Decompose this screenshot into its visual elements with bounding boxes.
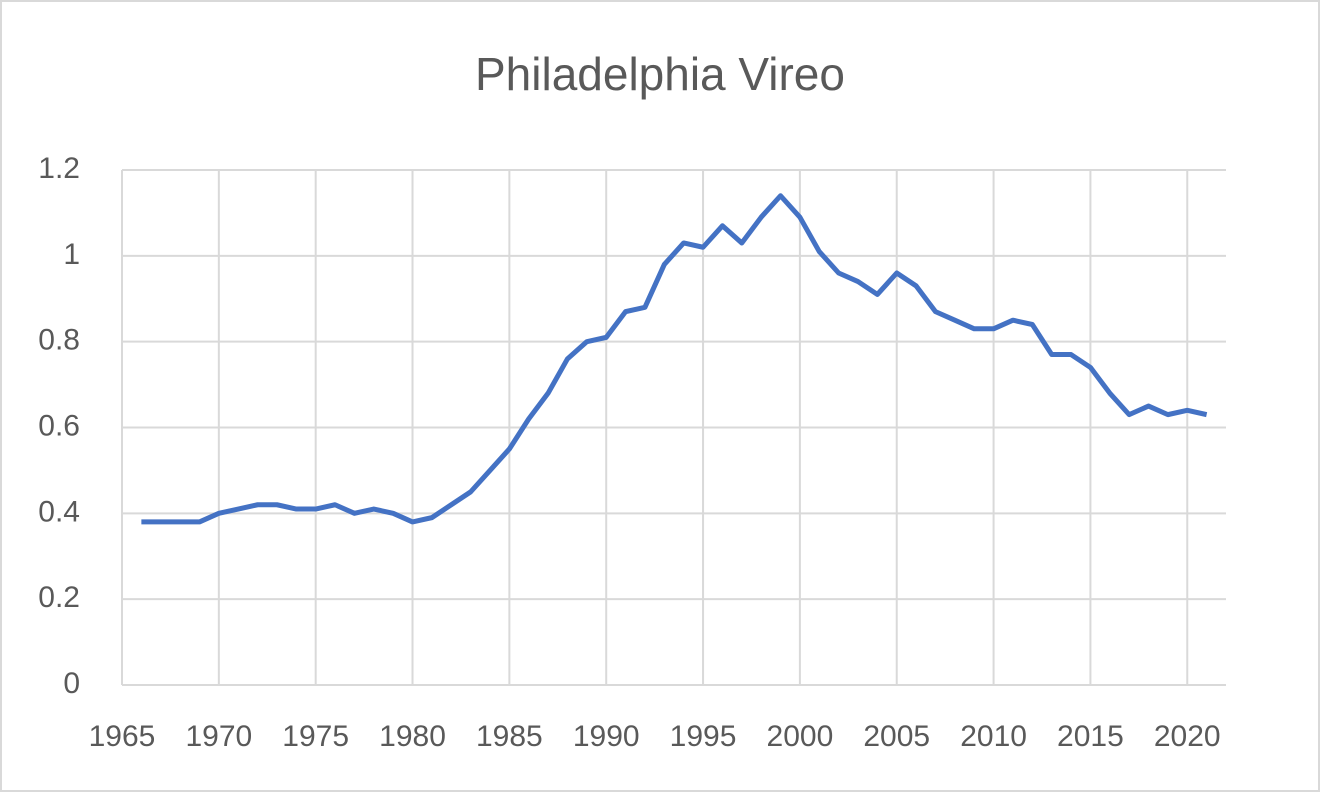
y-tick-label: 0.6 xyxy=(38,409,80,442)
x-tick-label: 2000 xyxy=(767,720,834,753)
y-tick-label: 0 xyxy=(63,667,80,700)
x-tick-label: 2015 xyxy=(1057,720,1124,753)
x-tick-label: 1965 xyxy=(89,720,156,753)
x-tick-label: 1995 xyxy=(670,720,737,753)
x-tick-label: 1975 xyxy=(282,720,349,753)
x-tick-label: 2020 xyxy=(1154,720,1221,753)
chart-title: Philadelphia Vireo xyxy=(475,48,845,100)
x-tick-label: 2010 xyxy=(960,720,1027,753)
y-tick-label: 1 xyxy=(63,238,80,271)
y-tick-label: 0.2 xyxy=(38,581,80,614)
x-tick-label: 1985 xyxy=(476,720,543,753)
x-tick-label: 2005 xyxy=(863,720,930,753)
x-tick-label: 1970 xyxy=(185,720,252,753)
y-tick-label: 1.2 xyxy=(38,152,80,185)
x-tick-label: 1980 xyxy=(379,720,446,753)
y-tick-label: 0.8 xyxy=(38,324,80,357)
data-line xyxy=(141,193,1208,525)
x-tick-label: 1990 xyxy=(573,720,640,753)
y-tick-label: 0.4 xyxy=(38,495,80,528)
